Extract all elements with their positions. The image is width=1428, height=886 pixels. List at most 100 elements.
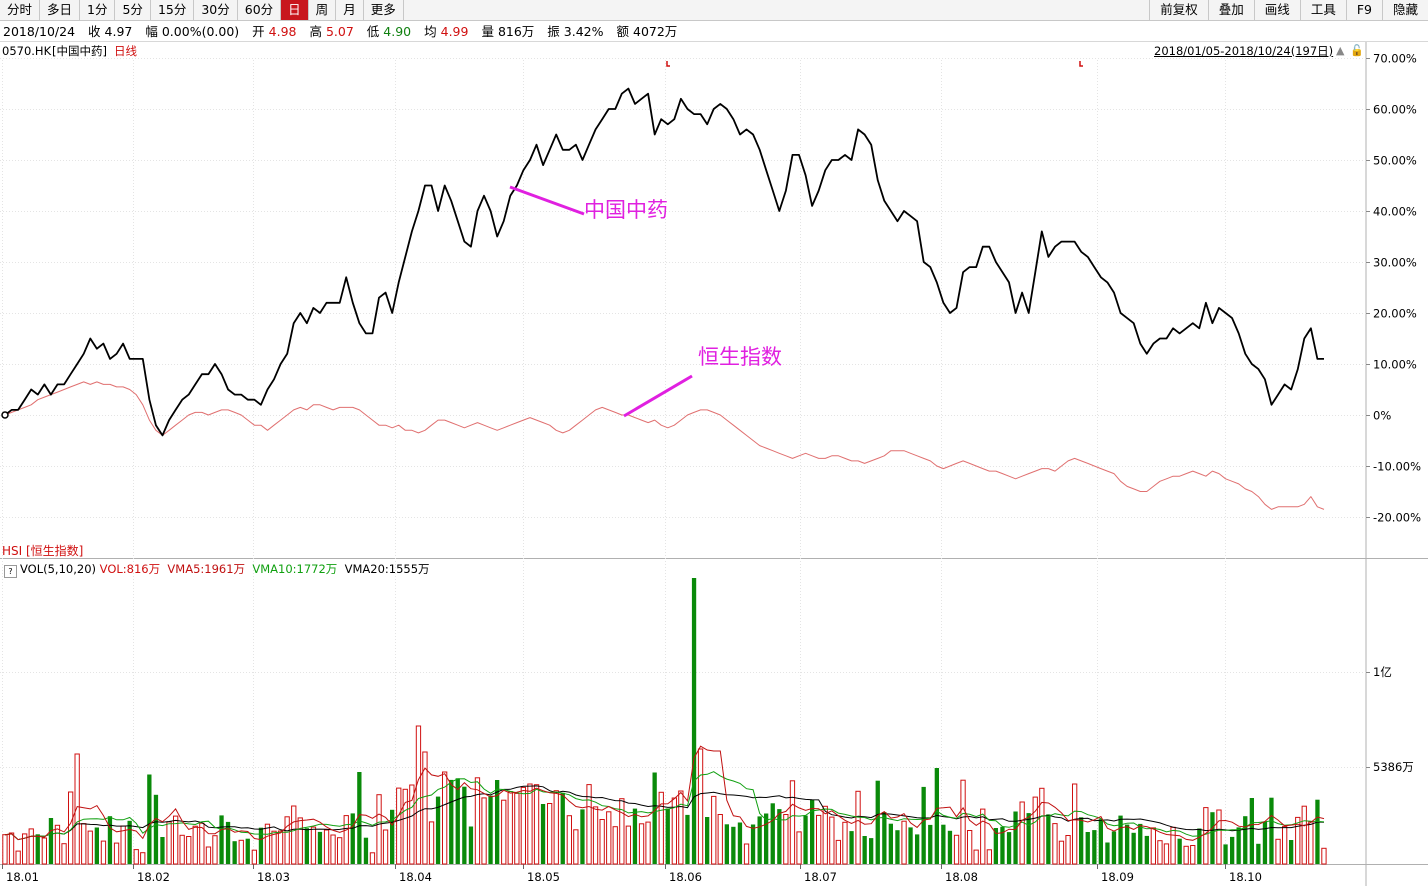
volume-bar-down (1236, 827, 1241, 864)
volume-bar-down (225, 821, 231, 864)
indicator-menu-icon[interactable]: ? (4, 565, 17, 578)
volume-bar-up (409, 784, 415, 865)
vol-y-tick-label: 1亿 (1373, 665, 1392, 679)
volume-bar-up (816, 814, 822, 865)
volume-bar-down (1289, 840, 1294, 864)
volume-bar-up (41, 837, 48, 865)
volume-bar-down (810, 799, 815, 864)
volume-bar-up (297, 817, 303, 865)
period-button-5[interactable]: 30分 (194, 0, 238, 20)
quote-info-bar: 2018/10/24 收 4.97 幅 0.00%(0.00) 开 4.98 高… (0, 22, 1428, 42)
volume-bar-up (960, 779, 966, 865)
volume-bar-up (284, 816, 290, 865)
date-range[interactable]: 2018/01/05-2018/10/24(197日) (1154, 44, 1334, 58)
volume-bar-up (474, 777, 481, 865)
volume-bar-up (573, 829, 579, 865)
volume-bar-down (882, 812, 887, 864)
annotation-stock-text: 中国中药 (584, 198, 668, 222)
collapse-icon[interactable]: ▲ (1336, 44, 1345, 57)
stock-code: 0570.HK (2, 44, 52, 58)
volume-bar-up (1275, 838, 1281, 865)
quote-close: 收 4.97 (88, 24, 133, 39)
volume-bar-up (15, 850, 21, 865)
volume-bar-up (343, 815, 349, 865)
period-button-8[interactable]: 周 (309, 0, 337, 20)
volume-bar-down (888, 823, 893, 864)
volume-bar-down (390, 809, 395, 864)
volume-bar-down (862, 836, 867, 864)
main-y-tick-label: 70.00% (1373, 52, 1417, 66)
volume-bar-up (1170, 826, 1176, 865)
volume-bar-down (1269, 797, 1274, 864)
volume-bar-down (540, 804, 546, 864)
volume-bar-up (586, 784, 592, 865)
quote-avg: 均 4.99 (424, 24, 469, 39)
volume-bar-down (764, 813, 769, 864)
volume-bar-up (428, 821, 435, 865)
volume-bar-down (1118, 815, 1123, 864)
vma20-value: VMA20:1555万 (344, 562, 430, 576)
period-button-9[interactable]: 月 (336, 0, 364, 20)
volume-bar-up (1157, 840, 1163, 865)
volume-bar-up (28, 828, 34, 865)
tool-button-3[interactable]: 工具 (1299, 0, 1346, 20)
volume-bar-down (803, 815, 808, 864)
volume-bar-down (1177, 838, 1182, 864)
tool-button-2[interactable]: 画线 (1253, 0, 1300, 20)
volume-bar-up (711, 795, 717, 865)
volume-bar-down (724, 824, 729, 864)
volume-bar-down (1000, 826, 1005, 864)
period-button-4[interactable]: 15分 (151, 0, 195, 20)
lock-icon[interactable]: 🔓 (1350, 44, 1364, 57)
volume-bar-down (580, 809, 585, 864)
volume-bar-down (947, 830, 953, 864)
volume-bar-up (205, 846, 212, 865)
volume-bar-down (317, 831, 323, 864)
volume-bar-down (462, 786, 467, 864)
volume-bar-down (1006, 832, 1012, 864)
volume-bar-down (1085, 832, 1090, 864)
volume-bar-down (869, 838, 874, 864)
volume-bar-up (186, 836, 192, 865)
period-button-2[interactable]: 1分 (80, 0, 116, 20)
tool-button-1[interactable]: 叠加 (1207, 0, 1254, 20)
volume-bar-up (553, 790, 559, 865)
volume-bar-up (330, 834, 336, 865)
volume-bar-down (665, 808, 670, 864)
volume-bar-up (133, 849, 139, 865)
volume-bar-up (527, 783, 533, 865)
volume-bar-down (1079, 817, 1084, 864)
tool-button-5[interactable]: 隐藏 (1381, 0, 1428, 20)
quote-low: 低 4.90 (366, 24, 412, 39)
volume-bar-up (953, 834, 960, 865)
period-button-7[interactable]: 日 (281, 0, 309, 20)
tool-button-4[interactable]: F9 (1345, 0, 1382, 20)
volume-bar-down (928, 824, 933, 864)
period-toolbar: 分时 多日 1分 5分 15分 30分 60分日周月更多 前复权 叠加 画线 工具 F9 隐藏 (0, 0, 1428, 21)
vol-value: VOL:816万 (99, 562, 161, 576)
volume-bar-down (895, 830, 900, 864)
period-button-10[interactable]: 更多 (364, 0, 404, 20)
volume-bar-down (757, 816, 762, 864)
volume-bar-up (442, 771, 448, 865)
period-button-0[interactable]: 分时 (0, 0, 41, 20)
volume-bar-up (855, 790, 861, 865)
quote-volume: 量 816万 (481, 24, 535, 39)
volume-bar-down (1256, 843, 1261, 864)
volume-bar-up (599, 819, 605, 865)
volume-bar-up (592, 806, 599, 865)
x-tick-label: 18.09 (1101, 870, 1134, 884)
volume-bar-up (238, 839, 244, 865)
tool-button-0[interactable]: 前复权 (1149, 0, 1208, 20)
volume-bar-down (921, 786, 926, 864)
quote-date: 2018/10/24 (3, 24, 76, 39)
volume-bar-up (842, 821, 848, 865)
volume-bar-up (277, 830, 284, 865)
period-button-3[interactable]: 5分 (115, 0, 151, 20)
volume-bar-down (770, 803, 775, 864)
volume-bar-down (908, 827, 913, 864)
period-button-6[interactable]: 60分 (238, 0, 282, 20)
volume-bar-down (1230, 836, 1235, 864)
period-button-1[interactable]: 多日 (40, 0, 81, 20)
